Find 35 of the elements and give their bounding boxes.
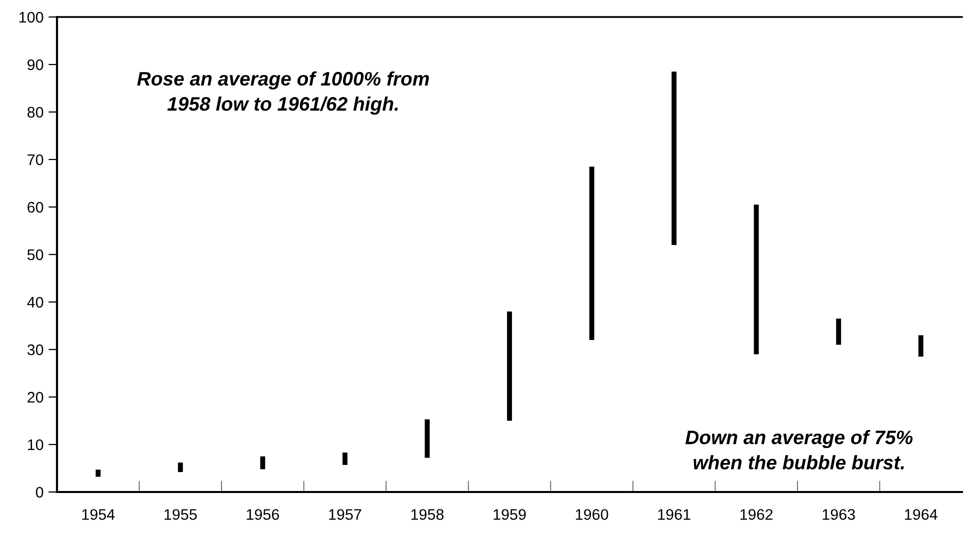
bar <box>260 456 266 470</box>
x-tick-label: 1956 <box>246 509 280 520</box>
y-tick-label: 20 <box>28 392 44 403</box>
bar <box>754 204 759 354</box>
y-tick-label: 30 <box>27 344 44 356</box>
bar <box>96 470 101 477</box>
bar <box>342 452 348 465</box>
x-tick-label: 1963 <box>822 509 855 520</box>
x-tick-label: 1958 <box>411 509 444 520</box>
bar <box>589 166 594 340</box>
y-tick-label: 70 <box>28 154 44 166</box>
bar <box>672 72 677 245</box>
y-tick-label: 0 <box>36 486 44 498</box>
bar <box>178 462 183 472</box>
bar <box>507 312 512 421</box>
x-tick-label: 1955 <box>164 509 197 520</box>
y-tick-label: 60 <box>28 202 44 213</box>
x-tick-label: 1959 <box>494 509 526 520</box>
y-tick-label: 40 <box>27 296 44 308</box>
bar <box>424 419 430 458</box>
x-tick-label: 1962 <box>740 509 773 520</box>
x-tick-label: 1954 <box>82 509 115 520</box>
y-tick-label: 90 <box>28 59 44 70</box>
x-tick-label: 1961 <box>658 509 690 520</box>
y-tick-label: 50 <box>27 249 44 260</box>
bar <box>836 318 842 345</box>
y-tick-label: 100 <box>19 12 44 23</box>
y-tick-label: 10 <box>28 439 44 450</box>
annotation: Rose an average of 1000% from 1958 low to 1961/62 high. <box>137 71 429 115</box>
bar <box>918 335 924 357</box>
x-tick-label: 1964 <box>905 509 938 520</box>
x-tick-label: 1960 <box>576 509 608 520</box>
x-tick-label: 1957 <box>329 509 362 520</box>
y-tick-label: 80 <box>27 106 44 118</box>
annotation: Down an average of 75% when the bubble burst. <box>685 430 913 470</box>
